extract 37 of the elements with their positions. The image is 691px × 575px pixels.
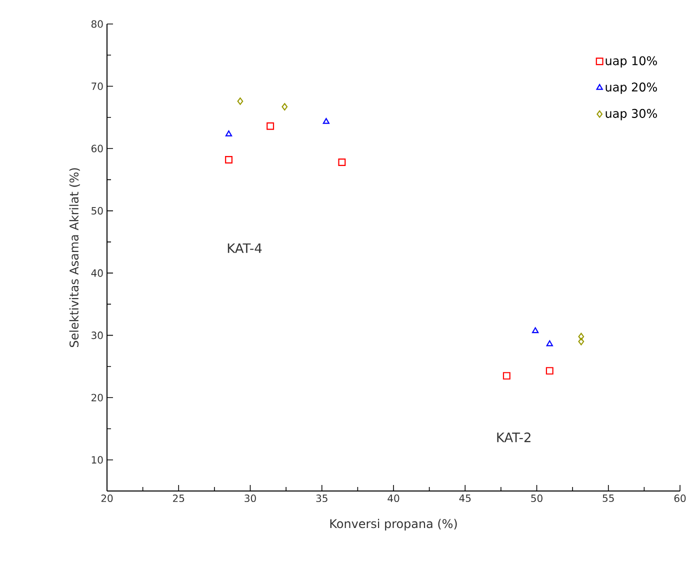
y-tick-label: 30	[92, 332, 103, 340]
point	[266, 122, 274, 130]
legend-label: uap 30%	[606, 108, 657, 120]
y-tick-label: 80	[91, 20, 103, 28]
x-tick-label: 40	[388, 494, 400, 502]
point	[237, 97, 244, 105]
y-tick-label: 50	[92, 207, 103, 215]
legend-label: uap 20%	[606, 82, 657, 94]
point	[546, 340, 553, 346]
x-tick-label: 30	[244, 494, 256, 502]
x-tick-label: 45	[459, 494, 471, 502]
legend-label: uap 10%	[606, 56, 657, 68]
point	[225, 156, 233, 164]
x-tick-label: 35	[316, 494, 328, 502]
y-tick-label: 20	[92, 394, 103, 402]
x-tick-label: 60	[674, 494, 686, 502]
x-tick-label: 50	[531, 494, 542, 502]
point	[546, 367, 554, 375]
y-tick-label: 10	[92, 456, 103, 464]
annotation: KAT-4	[228, 243, 262, 253]
y-tick-label: 40	[91, 269, 103, 277]
point	[282, 103, 288, 111]
annotation: KAT-2	[497, 432, 530, 442]
point	[532, 327, 539, 334]
point	[338, 158, 346, 166]
x-tick-label: 55	[602, 494, 614, 502]
point	[578, 332, 584, 340]
point	[578, 338, 584, 346]
point	[502, 372, 510, 380]
point	[322, 118, 330, 124]
y-axis-title: Selektivitas Asama Akrilat (%)	[69, 168, 80, 348]
y-tick-label: 60	[92, 144, 103, 152]
x-axis-title: Konversi propana (%)	[330, 518, 457, 530]
x-tick-label: 20	[101, 494, 113, 502]
y-tick-label: 70	[92, 82, 103, 90]
x-tick-label: 25	[173, 494, 184, 502]
point	[225, 130, 232, 136]
